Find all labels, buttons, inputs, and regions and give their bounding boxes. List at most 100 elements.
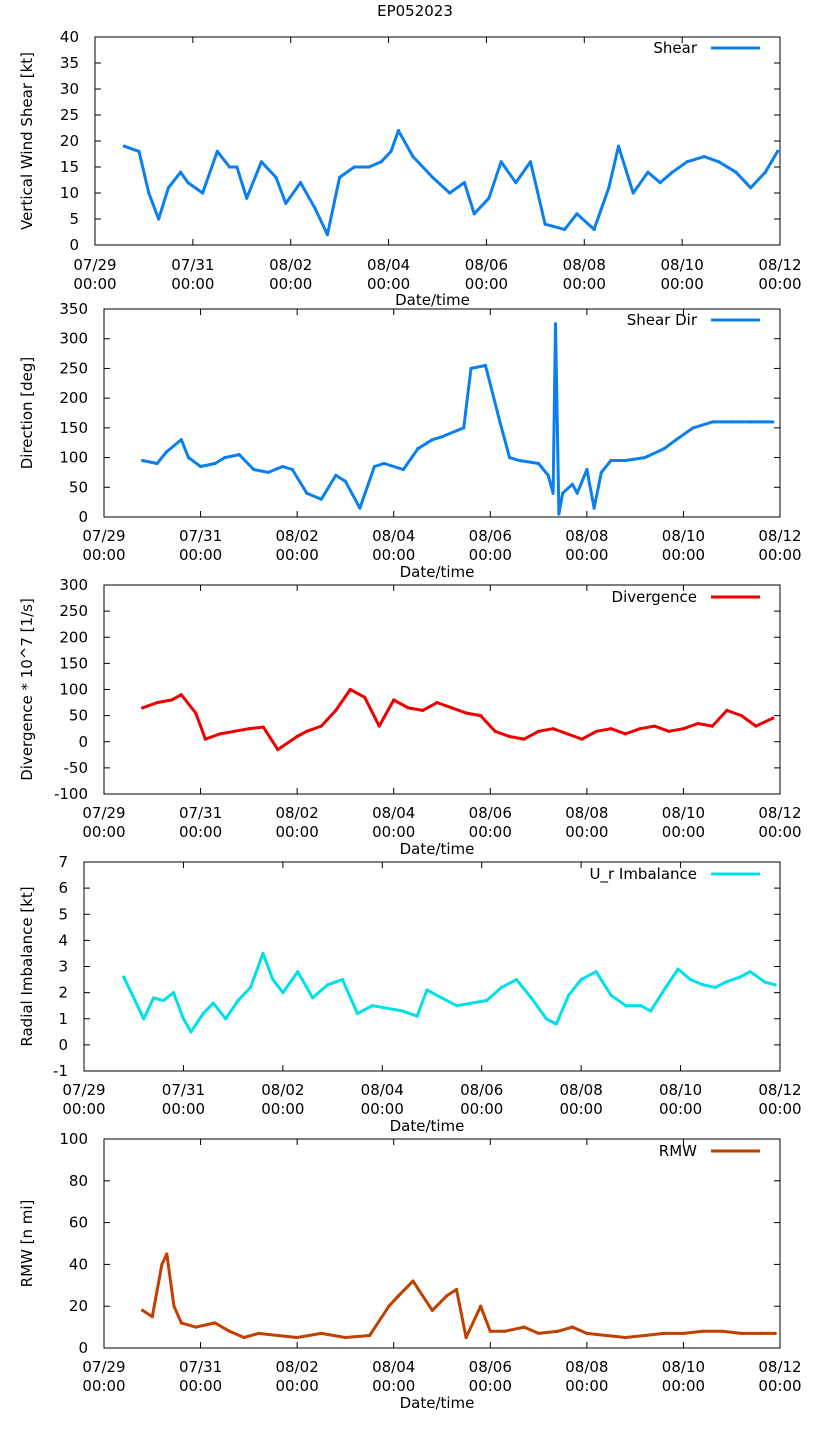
data-point [400, 1009, 404, 1013]
series-line [141, 322, 775, 516]
x-tick-date-label: 08/08 [563, 256, 606, 274]
data-point [179, 693, 183, 697]
data-point [259, 160, 263, 164]
data-point [319, 724, 323, 728]
legend-label: Shear [653, 39, 697, 57]
data-point [194, 711, 198, 715]
data-point [186, 181, 190, 185]
data-point [485, 998, 489, 1003]
data-point [773, 983, 777, 987]
data-point [355, 1011, 360, 1016]
data-point [445, 1294, 449, 1298]
x-tick-time-label: 00:00 [661, 275, 704, 293]
x-tick-time-label: 00:00 [62, 1100, 105, 1118]
data-point [528, 160, 533, 164]
data-point [546, 473, 550, 477]
data-point [536, 1331, 541, 1335]
data-point [338, 175, 342, 179]
x-tick-time-label: 00:00 [758, 546, 801, 564]
y-tick-label: 0 [69, 236, 79, 254]
legend-label: U_r Imbalance [589, 865, 697, 884]
data-point [498, 420, 502, 424]
data-point [771, 716, 775, 720]
data-point [370, 1004, 374, 1008]
data-point [553, 322, 558, 326]
x-tick-time-label: 00:00 [758, 275, 801, 293]
data-point [563, 227, 567, 231]
data-point [580, 737, 584, 741]
data-point [609, 993, 613, 997]
plot-frame [103, 584, 781, 795]
data-point [667, 729, 671, 733]
y-tick-label: 3 [58, 958, 68, 976]
y-tick-label: 30 [60, 80, 79, 98]
x-tick-date-label: 08/06 [469, 527, 512, 545]
y-tick-label: 1 [58, 1010, 68, 1028]
data-point [179, 1321, 183, 1325]
x-tick-date-label: 08/06 [469, 1358, 512, 1376]
data-point [739, 714, 743, 718]
y-tick-label: -50 [64, 759, 89, 777]
x-tick-time-label: 00:00 [560, 1100, 603, 1118]
y-tick-label: 60 [69, 1214, 88, 1232]
data-point [198, 464, 203, 469]
data-point [166, 186, 170, 190]
data-point [759, 1331, 763, 1335]
x-tick-time-label: 00:00 [82, 546, 125, 564]
y-tick-label: 2 [58, 984, 68, 1002]
data-point [387, 1304, 391, 1308]
data-point [674, 438, 678, 442]
x-tick-time-label: 00:00 [82, 1377, 125, 1395]
data-point [165, 1252, 169, 1256]
x-tick-date-label: 08/04 [372, 527, 415, 545]
data-point [664, 985, 668, 990]
data-point [599, 470, 603, 475]
x-tick-date-label: 08/08 [565, 527, 608, 545]
data-point [242, 1335, 246, 1340]
data-point [440, 435, 444, 439]
x-tick-time-label: 00:00 [662, 546, 705, 564]
y-tick-label: 0 [78, 1339, 88, 1357]
data-point [296, 970, 300, 974]
data-point [594, 970, 598, 974]
data-point [575, 212, 579, 216]
data-point [147, 191, 151, 195]
y-tick-label: 10 [60, 184, 79, 202]
data-point [252, 467, 256, 472]
x-axis-label: Date/time [400, 563, 475, 581]
data-point [710, 724, 715, 728]
x-axis-label: Date/time [400, 1394, 475, 1412]
x-tick-time-label: 00:00 [276, 823, 319, 841]
data-point [224, 1017, 228, 1021]
y-tick-label: 0 [58, 1036, 68, 1054]
x-tick-time-label: 00:00 [469, 1377, 512, 1395]
x-tick-date-label: 07/31 [171, 256, 214, 274]
data-point [681, 1331, 686, 1335]
data-point [382, 461, 386, 466]
data-point [696, 721, 700, 726]
data-point [298, 181, 303, 185]
data-point [483, 363, 488, 368]
data-point [592, 227, 596, 231]
data-point [348, 687, 352, 692]
y-axis-label: Vertical Wind Shear [kt] [18, 52, 36, 230]
data-point [662, 447, 666, 451]
chart-panel-3: -100-5005010015020025030007/2900:0007/31… [18, 576, 802, 858]
x-tick-time-label: 00:00 [162, 1100, 205, 1118]
data-point [425, 988, 429, 992]
x-tick-time-label: 00:00 [659, 1100, 702, 1118]
x-tick-time-label: 00:00 [662, 823, 705, 841]
data-point [607, 186, 611, 190]
y-axis-label: Direction [deg] [18, 357, 36, 470]
x-tick-date-label: 07/29 [82, 1358, 125, 1376]
y-tick-label: 80 [69, 1172, 88, 1190]
x-tick-date-label: 08/10 [662, 1358, 705, 1376]
data-point [738, 975, 742, 979]
data-point [462, 426, 466, 430]
data-point [440, 996, 444, 1000]
y-tick-label: 0 [78, 508, 88, 526]
data-point [421, 708, 425, 713]
legend-label: Shear Dir [627, 311, 698, 329]
x-tick-date-label: 07/31 [179, 1358, 222, 1376]
data-point [150, 1315, 154, 1319]
